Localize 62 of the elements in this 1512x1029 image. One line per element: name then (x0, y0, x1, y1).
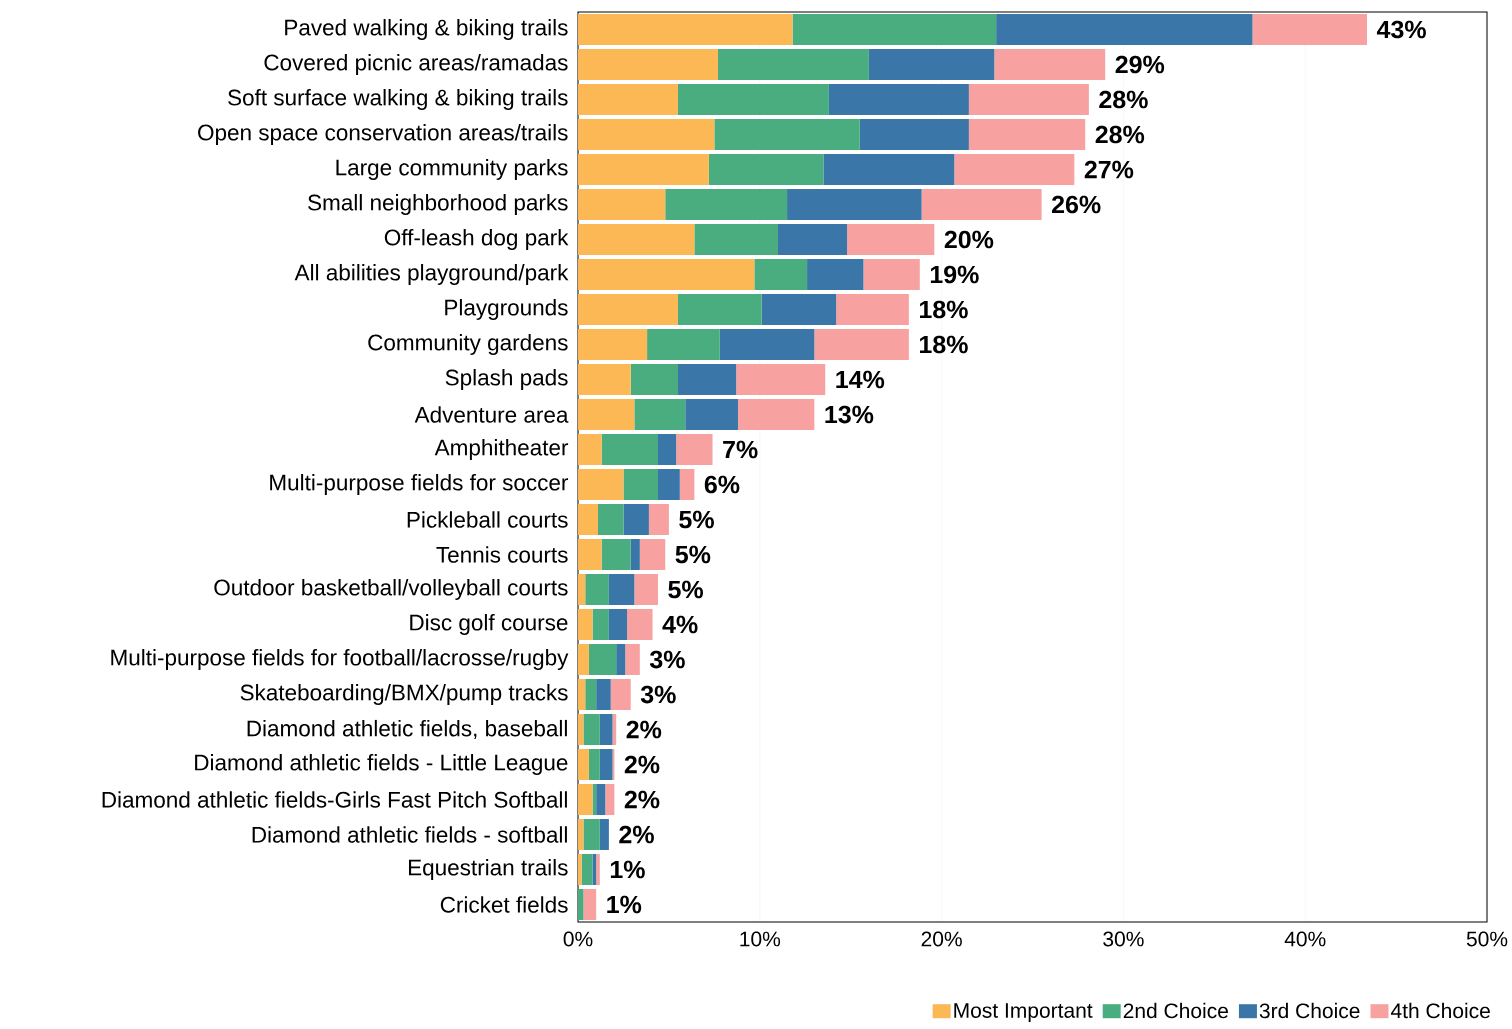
total-label: 5% (668, 580, 703, 599)
total-label: 1% (607, 895, 642, 914)
total-label: 6% (704, 475, 740, 494)
y-tick-label: Amphitheater (434, 439, 569, 460)
total-label: 4% (662, 615, 698, 634)
total-label: 27% (1084, 160, 1134, 179)
total-label: 19% (930, 265, 979, 284)
y-tick-label: Multi-purpose fields for soccer (270, 474, 569, 495)
total-label: 7% (723, 440, 758, 459)
y-tick-label: Outdoor basketball/volleyball courts (214, 579, 568, 600)
y-tick-label: Paved walking & biking trails (285, 19, 568, 40)
total-label: 18% (919, 300, 968, 319)
x-tick-label: 0% (563, 931, 593, 947)
y-tick-label: Diamond athletic fields, baseball (247, 719, 567, 740)
legend-label: 2nd Choice (1123, 1002, 1228, 1019)
total-label: 2% (624, 755, 660, 774)
total-label: 28% (1095, 125, 1145, 144)
y-tick-label: Off-leash dog park (384, 229, 569, 250)
y-tick-label: Large community parks (336, 159, 568, 180)
total-label: 18% (919, 335, 968, 354)
total-label: 2% (624, 790, 660, 809)
total-label: 28% (1099, 90, 1148, 109)
y-tick-label: Playgrounds (445, 299, 568, 320)
y-tick-label: Adventure area (414, 406, 569, 423)
total-label: 2% (619, 825, 654, 844)
total-label: 3% (640, 685, 676, 704)
y-tick-label: Cricket fields (440, 896, 568, 913)
legend-label: Most Important (954, 1003, 1093, 1023)
y-tick-label: Pickleball courts (407, 511, 568, 528)
total-label: 1% (610, 860, 645, 879)
y-tick-label: Diamond athletic fields - softball (252, 826, 567, 843)
x-tick-label: 40% (1284, 931, 1326, 947)
total-label: 5% (675, 545, 711, 564)
total-label: 20% (944, 230, 994, 249)
x-tick-label: 10% (740, 931, 781, 947)
total-label: 5% (679, 510, 714, 529)
total-label: 3% (649, 650, 685, 669)
x-tick-label: 50% (1466, 931, 1508, 947)
y-tick-label: Diamond athletic fields-Girls Fast Pitch Softball (102, 791, 567, 808)
y-tick-label: Splash pads (445, 369, 568, 390)
total-label: 43% (1376, 20, 1426, 39)
x-tick-label: 20% (921, 931, 962, 947)
y-tick-label: Tennis courts (436, 546, 568, 563)
y-tick-label: Small neighborhood parks (308, 194, 568, 215)
y-tick-label: Soft surface walking & biking trails (228, 89, 568, 110)
total-label: 13% (825, 405, 874, 424)
y-tick-label: Covered picnic areas/ramadas (264, 54, 568, 75)
x-tick-label: 30% (1103, 931, 1144, 947)
total-label: 14% (836, 370, 885, 389)
y-tick-label: Skateboarding/BMX/pump tracks (240, 684, 568, 705)
total-label: 26% (1051, 195, 1101, 214)
legend-label: 3rd Choice (1259, 1002, 1360, 1019)
total-label: 29% (1115, 55, 1165, 74)
legend-label: 4th Choice (1390, 1002, 1490, 1019)
y-tick-label: Disc golf course (410, 614, 568, 635)
y-tick-label: Equestrian trails (409, 859, 568, 880)
total-label: 2% (626, 720, 662, 739)
y-tick-label: Multi-purpose fields for football/lacrosse/rugby (111, 649, 569, 670)
y-tick-label: Open space conservation areas/trails (198, 124, 568, 145)
y-tick-label: All abilities playground/park (294, 264, 569, 285)
y-tick-label: Diamond athletic fields - Little League (195, 754, 568, 775)
y-tick-label: Community gardens (368, 334, 568, 355)
